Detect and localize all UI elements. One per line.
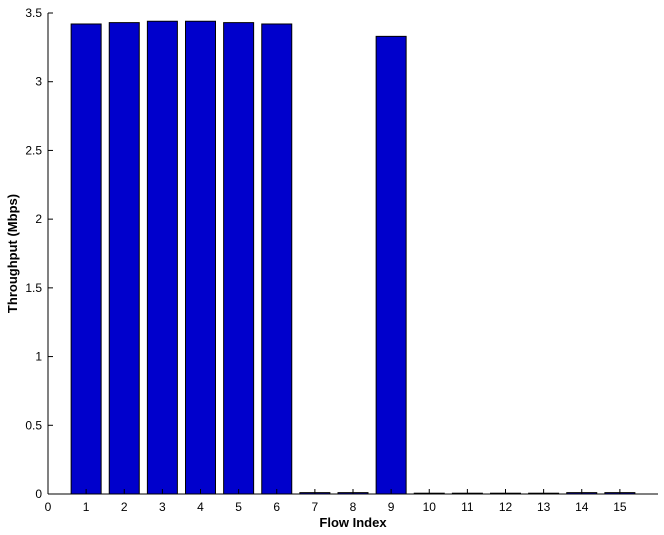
y-axis-title: Throughput (Mbps) [5,194,20,313]
x-tick-label: 3 [159,500,166,514]
y-tick-label: 0 [35,487,42,501]
y-tick-label: 2 [35,212,42,226]
bars-group [70,20,636,495]
x-tick-label: 0 [45,500,52,514]
bar-flow-9 [375,35,407,495]
y-tick-label: 1 [35,350,42,364]
plot-area: 0 1 2 3 4 5 6 7 8 9 10 11 12 13 14 15 00.511.522.533.5 [25,6,658,514]
x-tick-label: 4 [197,500,204,514]
bar-flow-2 [108,22,140,495]
x-tick-label: 13 [537,500,551,514]
x-tick-label: 6 [273,500,280,514]
y-tick-label: 2.5 [25,143,42,157]
y-tick-label: 0.5 [25,418,42,432]
x-tick-label: 14 [575,500,589,514]
x-tick-label: 8 [350,500,357,514]
bar-flow-6 [261,23,293,495]
bar-flow-3 [146,20,178,495]
bar-flow-5 [223,22,255,495]
x-tick-label: 1 [83,500,90,514]
x-tick-label: 9 [388,500,395,514]
x-tick-label: 15 [613,500,627,514]
x-tick-label: 2 [121,500,128,514]
x-axis-title: Flow Index [319,515,387,530]
x-tick-label: 10 [423,500,437,514]
x-tick-label: 12 [499,500,513,514]
bar-flow-4 [185,20,216,495]
x-ticks-group: 0 1 2 3 4 5 6 7 8 9 10 11 12 13 14 15 [45,489,627,514]
y-tick-label: 3.5 [25,6,42,20]
y-tick-label: 1.5 [25,281,42,295]
x-tick-label: 11 [461,500,474,514]
x-tick-label: 7 [312,500,319,514]
y-ticks-group: 0 0.5 1 1.5 2 2.5 3 3.5 [25,6,53,501]
x-tick-label: 5 [235,500,242,514]
y-tick-label: 3 [35,75,42,89]
bar-flow-1 [70,23,102,495]
